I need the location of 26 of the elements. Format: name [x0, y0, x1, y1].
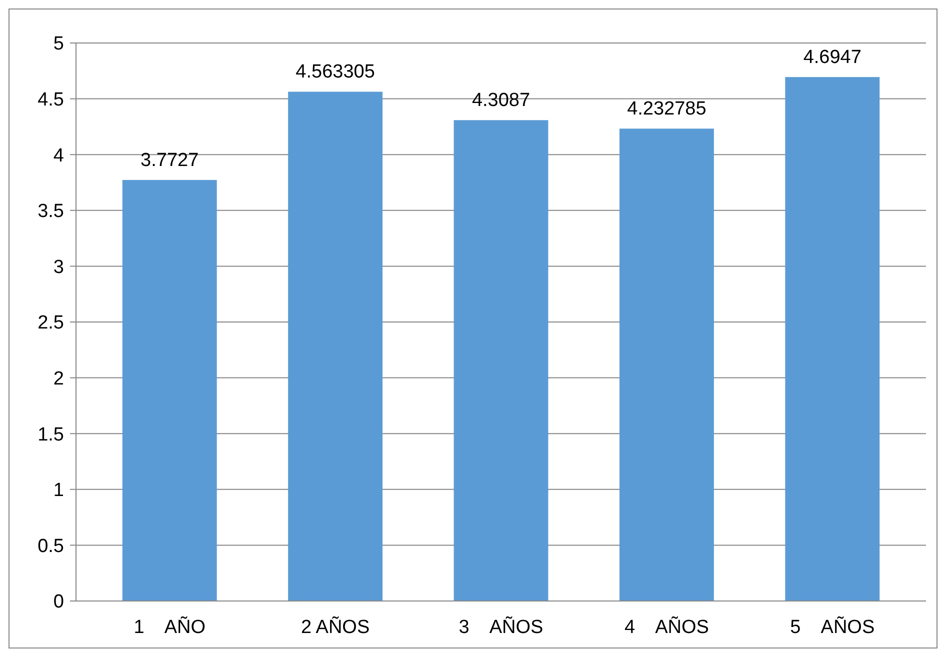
bar — [454, 120, 548, 601]
x-tick-label: 5 AÑOS — [790, 616, 875, 638]
bar — [785, 77, 880, 601]
y-tick-label: 1.5 — [38, 424, 64, 446]
y-tick-label: 3.5 — [38, 201, 64, 222]
y-tick-label: 4.5 — [38, 89, 64, 110]
x-tick-label: 2 AÑOS — [300, 616, 370, 638]
bar — [288, 92, 383, 601]
y-tick-label: 2.5 — [38, 312, 64, 334]
y-tick-label: 1 — [53, 480, 64, 502]
y-tick-label: 5 — [53, 34, 64, 55]
y-tick-label: 3 — [53, 256, 64, 278]
data-label: 4.563305 — [296, 62, 375, 83]
x-tick-label: 3 AÑOS — [458, 616, 544, 638]
data-label: 4.232785 — [627, 98, 706, 120]
bar — [122, 180, 217, 601]
x-tick-label: 1 AÑO — [134, 616, 206, 638]
data-label: 4.6947 — [803, 47, 862, 68]
data-label: 3.7727 — [140, 150, 199, 171]
y-tick-label: 0.5 — [38, 536, 64, 557]
data-label: 4.3087 — [472, 90, 530, 112]
bar — [619, 128, 714, 601]
x-tick-label: 4 AÑOS — [624, 616, 709, 638]
y-tick-label: 2 — [53, 368, 64, 390]
y-tick-label: 0 — [53, 592, 64, 613]
y-tick-label: 4 — [53, 145, 64, 166]
